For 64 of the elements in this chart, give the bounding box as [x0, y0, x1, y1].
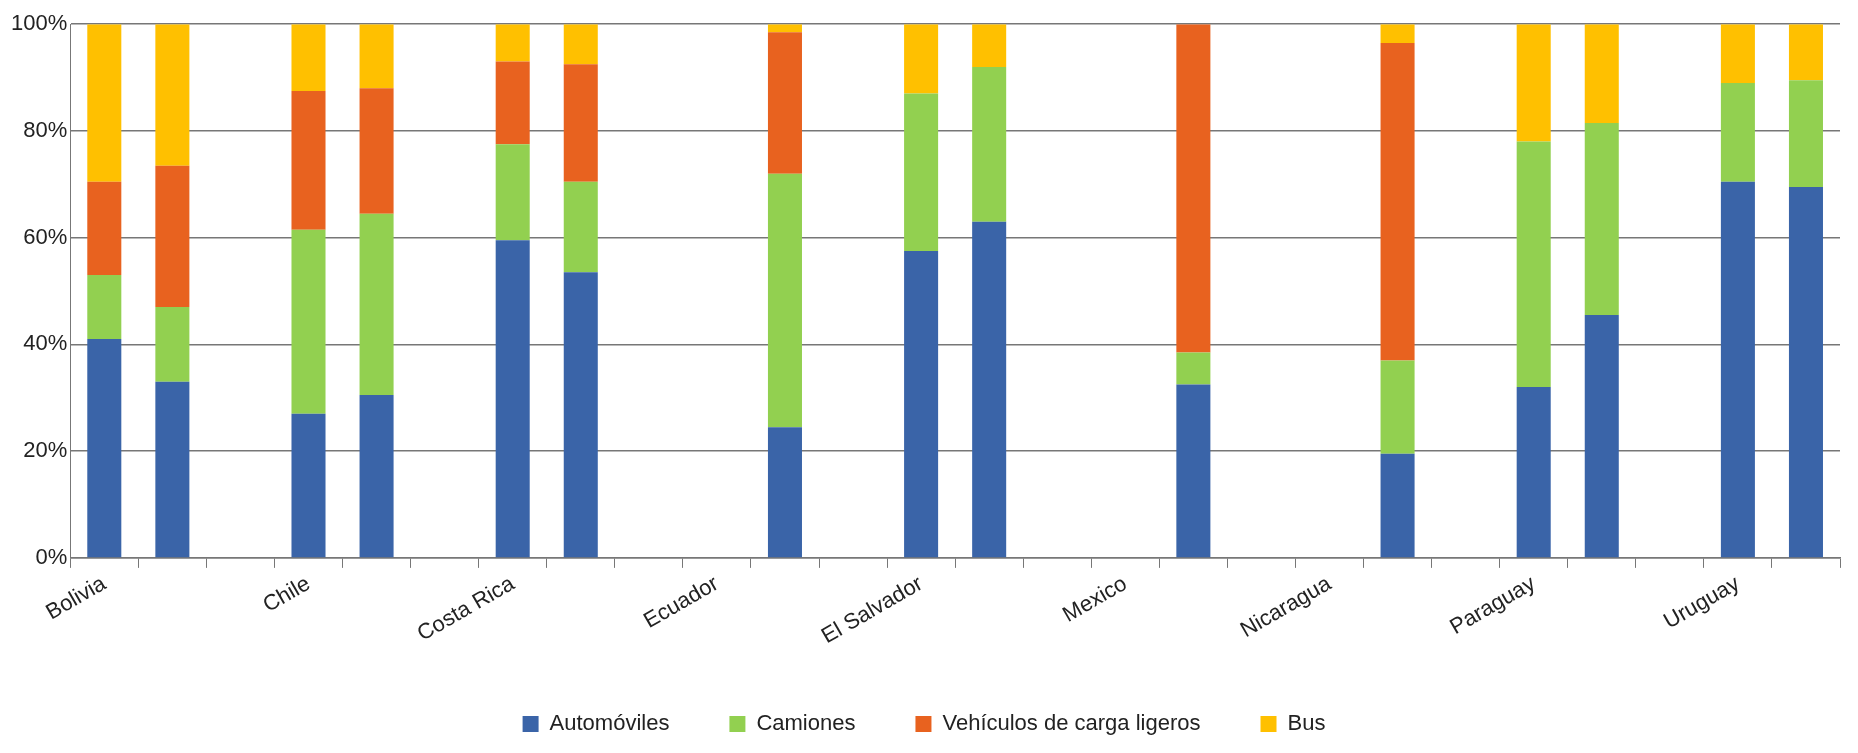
- bar: [87, 181, 122, 276]
- legend-label: Bus: [1287, 710, 1326, 736]
- bar: [87, 275, 122, 340]
- bar: [495, 144, 530, 241]
- bar: [767, 32, 802, 174]
- bar: [291, 24, 326, 91]
- bar: [359, 88, 394, 214]
- bar: [904, 93, 939, 252]
- bar: [904, 251, 939, 558]
- bar: [1584, 24, 1619, 123]
- bar: [155, 381, 190, 558]
- bar: [291, 229, 326, 414]
- bar: [972, 24, 1007, 67]
- y-tick-label: 40%: [23, 330, 68, 356]
- bar: [1380, 24, 1415, 43]
- legend-label: Vehículos de carga ligeros: [942, 710, 1201, 736]
- bar: [359, 24, 394, 89]
- bar: [563, 24, 598, 65]
- y-tick-label: 0%: [35, 543, 68, 569]
- bar: [1516, 24, 1551, 142]
- bar: [1380, 453, 1415, 558]
- legend-label: Camiones: [756, 710, 856, 736]
- bar: [1720, 181, 1755, 558]
- bar: [563, 64, 598, 182]
- bar: [563, 272, 598, 558]
- bar: [495, 61, 530, 145]
- bar: [291, 90, 326, 230]
- bar: [359, 395, 394, 558]
- bar: [972, 221, 1007, 558]
- bar: [155, 24, 190, 166]
- y-tick-label: 100%: [10, 10, 68, 36]
- y-tick-label: 60%: [23, 223, 68, 249]
- bar: [1380, 42, 1415, 361]
- bar: [767, 173, 802, 428]
- bar: [904, 24, 939, 94]
- bar: [1720, 82, 1755, 182]
- bar: [1380, 360, 1415, 454]
- bar: [1176, 352, 1211, 385]
- x-tick-label: Costa Rica: [412, 569, 519, 646]
- x-tick-label: Chile: [258, 570, 315, 617]
- bar: [291, 413, 326, 558]
- bar: [1516, 387, 1551, 558]
- bar: [1788, 24, 1823, 81]
- bar: [87, 24, 122, 182]
- y-tick-label: 80%: [23, 117, 68, 142]
- y-tick-label: 20%: [23, 437, 68, 463]
- bar: [1176, 384, 1211, 558]
- bar: [1584, 315, 1619, 558]
- bar: [1516, 141, 1551, 388]
- bar: [767, 427, 802, 558]
- bar: [155, 307, 190, 382]
- bar: [1720, 24, 1755, 83]
- bar: [1584, 122, 1619, 316]
- bar: [1788, 80, 1823, 187]
- bar: [87, 339, 122, 558]
- bar: [1176, 24, 1211, 353]
- bar: [495, 24, 530, 62]
- bar: [1788, 186, 1823, 558]
- bar: [972, 66, 1007, 222]
- legend-label: Automóviles: [549, 710, 670, 736]
- bar: [155, 165, 190, 308]
- bar: [495, 240, 530, 558]
- bar: [563, 181, 598, 273]
- bar: [359, 213, 394, 396]
